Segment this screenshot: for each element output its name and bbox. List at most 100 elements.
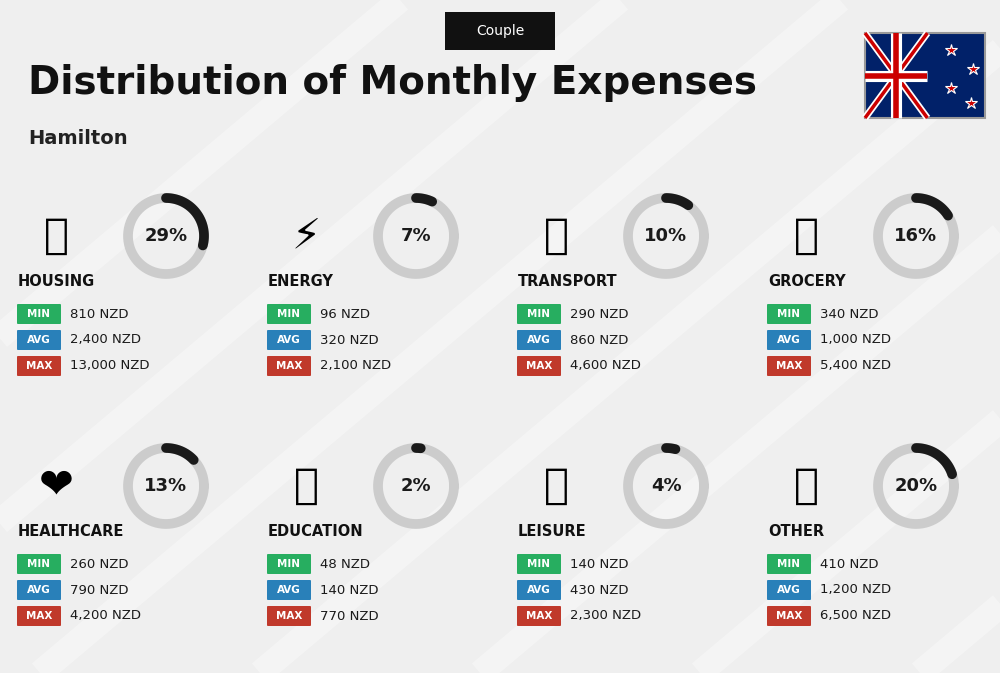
Text: 6,500 NZD: 6,500 NZD — [820, 610, 891, 623]
FancyBboxPatch shape — [767, 330, 811, 350]
Text: MAX: MAX — [26, 361, 52, 371]
FancyBboxPatch shape — [17, 330, 61, 350]
Text: MIN: MIN — [528, 559, 550, 569]
Text: AVG: AVG — [777, 335, 801, 345]
Text: AVG: AVG — [777, 585, 801, 595]
Text: 13,000 NZD: 13,000 NZD — [70, 359, 150, 372]
Text: ENERGY: ENERGY — [268, 273, 334, 289]
Text: MIN: MIN — [778, 309, 800, 319]
Text: MIN: MIN — [778, 559, 800, 569]
Text: ⚡: ⚡ — [291, 215, 321, 257]
Text: 790 NZD: 790 NZD — [70, 583, 128, 596]
Text: 860 NZD: 860 NZD — [570, 334, 628, 347]
Text: LEISURE: LEISURE — [518, 524, 587, 538]
Text: 2%: 2% — [401, 477, 431, 495]
FancyBboxPatch shape — [267, 304, 311, 324]
Text: 260 NZD: 260 NZD — [70, 557, 128, 571]
Text: 4,600 NZD: 4,600 NZD — [570, 359, 641, 372]
Text: 140 NZD: 140 NZD — [570, 557, 628, 571]
FancyBboxPatch shape — [517, 304, 561, 324]
Text: Couple: Couple — [476, 24, 524, 38]
Text: TRANSPORT: TRANSPORT — [518, 273, 618, 289]
Text: ❤️: ❤️ — [39, 465, 73, 507]
Text: AVG: AVG — [27, 585, 51, 595]
Text: MAX: MAX — [276, 361, 302, 371]
Text: MAX: MAX — [276, 611, 302, 621]
Text: MIN: MIN — [27, 559, 50, 569]
Text: 20%: 20% — [894, 477, 938, 495]
FancyBboxPatch shape — [17, 606, 61, 626]
Text: OTHER: OTHER — [768, 524, 824, 538]
Text: 810 NZD: 810 NZD — [70, 308, 128, 320]
FancyBboxPatch shape — [517, 606, 561, 626]
Text: 290 NZD: 290 NZD — [570, 308, 628, 320]
Text: MAX: MAX — [26, 611, 52, 621]
Text: 410 NZD: 410 NZD — [820, 557, 878, 571]
FancyBboxPatch shape — [17, 554, 61, 574]
Text: MAX: MAX — [776, 361, 802, 371]
Text: 🛍️: 🛍️ — [544, 465, 568, 507]
Text: 96 NZD: 96 NZD — [320, 308, 370, 320]
FancyBboxPatch shape — [267, 554, 311, 574]
Text: 16%: 16% — [894, 227, 938, 245]
Text: Distribution of Monthly Expenses: Distribution of Monthly Expenses — [28, 64, 757, 102]
Text: GROCERY: GROCERY — [768, 273, 846, 289]
FancyBboxPatch shape — [767, 580, 811, 600]
Text: 2,100 NZD: 2,100 NZD — [320, 359, 391, 372]
Text: 48 NZD: 48 NZD — [320, 557, 370, 571]
Text: 430 NZD: 430 NZD — [570, 583, 628, 596]
Text: 29%: 29% — [144, 227, 188, 245]
Text: AVG: AVG — [277, 335, 301, 345]
Text: 5,400 NZD: 5,400 NZD — [820, 359, 891, 372]
FancyBboxPatch shape — [767, 356, 811, 376]
FancyBboxPatch shape — [17, 580, 61, 600]
Text: 🎓: 🎓 — [293, 465, 318, 507]
Text: EDUCATION: EDUCATION — [268, 524, 364, 538]
FancyBboxPatch shape — [517, 330, 561, 350]
Text: HEALTHCARE: HEALTHCARE — [18, 524, 124, 538]
Text: 770 NZD: 770 NZD — [320, 610, 379, 623]
FancyBboxPatch shape — [517, 580, 561, 600]
Text: 2,400 NZD: 2,400 NZD — [70, 334, 141, 347]
Text: 4%: 4% — [651, 477, 681, 495]
FancyBboxPatch shape — [767, 606, 811, 626]
FancyBboxPatch shape — [267, 606, 311, 626]
FancyBboxPatch shape — [865, 33, 985, 118]
Text: 7%: 7% — [401, 227, 431, 245]
Text: HOUSING: HOUSING — [18, 273, 95, 289]
Text: Hamilton: Hamilton — [28, 129, 128, 147]
FancyBboxPatch shape — [267, 356, 311, 376]
Text: MIN: MIN — [528, 309, 550, 319]
Text: 340 NZD: 340 NZD — [820, 308, 878, 320]
Text: MAX: MAX — [776, 611, 802, 621]
Text: 4,200 NZD: 4,200 NZD — [70, 610, 141, 623]
Text: 1,000 NZD: 1,000 NZD — [820, 334, 891, 347]
Text: 320 NZD: 320 NZD — [320, 334, 379, 347]
Text: 140 NZD: 140 NZD — [320, 583, 378, 596]
Text: 🚌: 🚌 — [544, 215, 568, 257]
Text: 🏢: 🏢 — [44, 215, 68, 257]
Text: MAX: MAX — [526, 361, 552, 371]
FancyBboxPatch shape — [267, 580, 311, 600]
FancyBboxPatch shape — [17, 304, 61, 324]
Text: AVG: AVG — [277, 585, 301, 595]
FancyBboxPatch shape — [445, 12, 555, 50]
Text: 13%: 13% — [144, 477, 188, 495]
Text: MIN: MIN — [277, 559, 300, 569]
Text: MIN: MIN — [277, 309, 300, 319]
Text: 10%: 10% — [644, 227, 688, 245]
FancyBboxPatch shape — [517, 356, 561, 376]
FancyBboxPatch shape — [767, 304, 811, 324]
Text: AVG: AVG — [527, 335, 551, 345]
Text: AVG: AVG — [27, 335, 51, 345]
FancyBboxPatch shape — [517, 554, 561, 574]
Text: 2,300 NZD: 2,300 NZD — [570, 610, 641, 623]
Text: AVG: AVG — [527, 585, 551, 595]
Text: 1,200 NZD: 1,200 NZD — [820, 583, 891, 596]
Text: 🛒: 🛒 — [793, 215, 818, 257]
Text: MIN: MIN — [27, 309, 50, 319]
FancyBboxPatch shape — [17, 356, 61, 376]
Text: 👛: 👛 — [793, 465, 818, 507]
FancyBboxPatch shape — [267, 330, 311, 350]
Text: MAX: MAX — [526, 611, 552, 621]
